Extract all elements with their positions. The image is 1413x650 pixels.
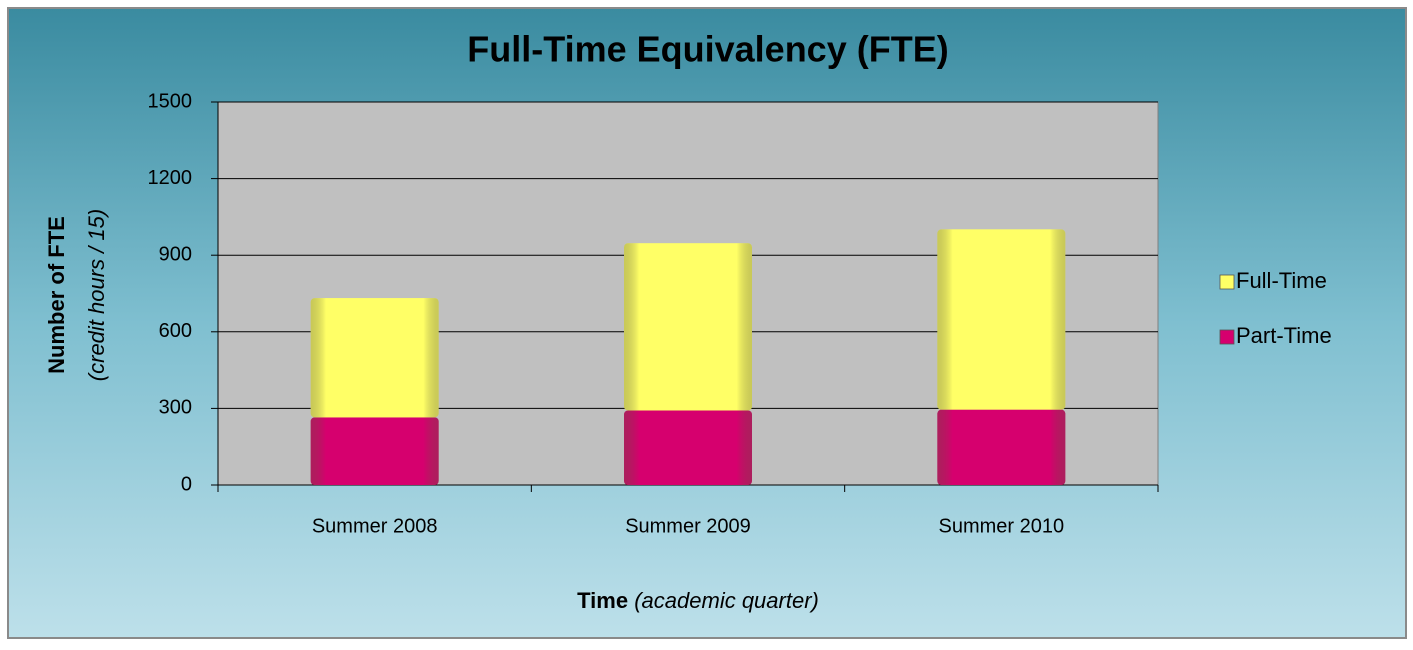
legend-swatch: [1219, 274, 1235, 290]
x-tick-label: Summer 2010: [939, 515, 1065, 537]
y-tick-label: 1500: [148, 90, 193, 112]
bar-shade: [624, 410, 752, 485]
legend-label: Full-Time: [1236, 268, 1327, 293]
y-axis-note: (credit hours / 15): [84, 209, 109, 381]
bar-shade: [937, 409, 1066, 485]
y-axis-title: Number of FTE: [44, 216, 69, 374]
x-tick-label: Summer 2008: [312, 515, 438, 537]
x-tick-label: Summer 2009: [625, 515, 751, 537]
bar-shade: [310, 298, 439, 418]
x-axis-title-note: (academic quarter): [634, 588, 819, 613]
y-tick-label: 1200: [148, 167, 193, 189]
bar-shade: [310, 417, 439, 485]
legend-swatch: [1219, 329, 1235, 345]
y-tick-label: 600: [159, 320, 192, 342]
y-tick-label: 300: [159, 397, 192, 419]
y-tick-label: 0: [181, 473, 192, 495]
y-tick-label: 900: [159, 243, 192, 265]
bar-shade: [624, 243, 752, 411]
x-axis-title-main: Time: [577, 588, 628, 613]
bar-shade: [937, 229, 1066, 410]
legend-label: Part-Time: [1236, 323, 1332, 348]
x-axis-title: Time (academic quarter): [577, 588, 819, 613]
chart-title: Full-Time Equivalency (FTE): [467, 29, 948, 70]
